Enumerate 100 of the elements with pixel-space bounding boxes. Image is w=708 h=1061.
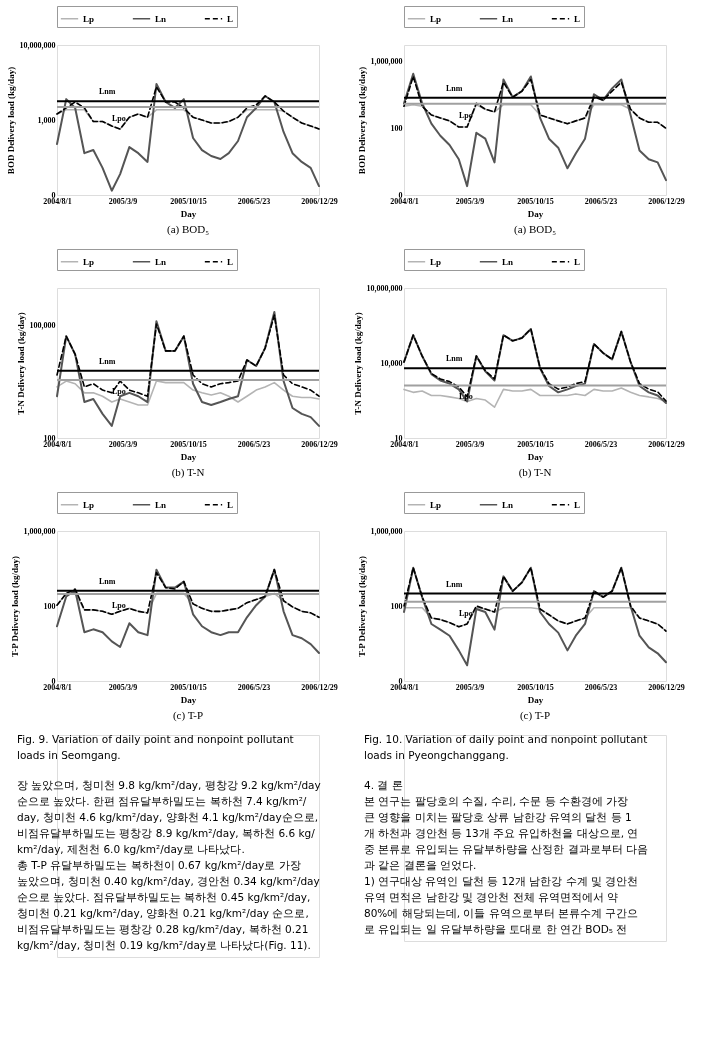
text: 80%에 해당되는데, 이들 유역으로부터 본류수계 구간으 <box>364 907 639 919</box>
x-tick-label: 2006/5/23 <box>237 196 271 206</box>
text: (a) BOD₅ <box>513 223 557 236</box>
ref-line-label: Lnm <box>445 354 463 364</box>
legend-label: Ln <box>502 499 514 510</box>
y-tick-label: 10,000,000 <box>19 40 56 50</box>
x-tick-label: 2005/3/9 <box>108 682 138 692</box>
line-series <box>56 83 320 192</box>
legend-label: L <box>227 256 234 267</box>
ref-line-label: Lpo <box>112 387 126 397</box>
legend-label: L <box>227 13 234 24</box>
line-series <box>56 568 320 655</box>
legend-label: Lp <box>430 499 442 510</box>
line-series <box>403 566 667 667</box>
legend-label: Ln <box>155 256 167 267</box>
x-axis-title: Day <box>527 694 544 705</box>
legend-label: L <box>574 13 581 24</box>
text: 개 하천과 경안천 등 13개 주요 유입하천을 대상으로, 연 <box>364 827 639 839</box>
legend-label: Lp <box>83 256 95 267</box>
text: 순으로 높았다. 점유달부하밀도는 복하천 0.45 kg/km²/day, <box>17 891 311 903</box>
x-tick-label: 2006/5/23 <box>584 682 618 692</box>
x-tick-label: 2006/5/23 <box>237 439 271 449</box>
text: 높았으며, 청미천 0.40 kg/km²/day, 경안천 0.34 kg/km²/day <box>17 875 320 887</box>
legend-label: L <box>574 499 581 510</box>
text: 청미천 0.21 kg/km²/day, 양화천 0.21 kg/km²/day 순으로, <box>17 907 309 919</box>
ref-line-label: Lpo <box>112 114 126 124</box>
text: (c) T-P <box>172 709 204 722</box>
line-series <box>403 566 667 632</box>
x-tick-label: 2005/3/9 <box>108 196 138 206</box>
x-tick-label: 2006/12/29 <box>648 196 685 206</box>
x-tick-label: 2006/5/23 <box>237 682 271 692</box>
x-tick-label: 2005/10/15 <box>170 682 207 692</box>
text: day, 청미천 4.6 kg/km²/day, 양화천 4.1 kg/km²/day순으로, <box>17 811 319 823</box>
x-tick-label: 2005/10/15 <box>517 196 554 206</box>
legend-label: Ln <box>155 499 167 510</box>
x-tick-label: 2006/12/29 <box>648 439 685 449</box>
y-tick-label: 10,000 <box>380 358 403 368</box>
text: (a) BOD₅ <box>166 223 210 236</box>
text: 1) 연구대상 유역인 달천 등 12개 남한강 수계 및 경안천 <box>364 875 639 887</box>
text: 총 T-P 유달부하밀도는 복하천이 0.67 kg/km²/day로 가장 <box>17 859 301 871</box>
legend-label: Lp <box>430 256 442 267</box>
legend-label: L <box>574 256 581 267</box>
ref-line-label: Lpo <box>112 601 126 611</box>
y-axis-title: T-P Delivery load (kg/day) <box>356 556 367 657</box>
text: 4. 결 론 <box>364 779 403 791</box>
x-tick-label: 2006/5/23 <box>584 196 618 206</box>
legend-label: Ln <box>502 13 514 24</box>
caption: Fig. 9. Variation of daily point and nonpoint pollutant loads in Seomgang. <box>17 733 294 761</box>
line-series <box>56 568 320 619</box>
text: 로 유입되는 일 유달부하량을 토대로 한 연간 BOD₅ 전 <box>364 923 628 935</box>
line-series <box>403 75 667 130</box>
line-series <box>56 380 320 406</box>
x-tick-label: 2006/12/29 <box>301 682 338 692</box>
x-tick-label: 2005/3/9 <box>455 439 485 449</box>
caption: Fig. 10. Variation of daily point and nonpoint pollutant loads in Pyeongchanggang. <box>364 733 648 761</box>
x-axis-title: Day <box>527 451 544 462</box>
ref-line-label: Lnm <box>445 83 463 93</box>
x-tick-label: 2006/12/29 <box>301 439 338 449</box>
text: kg/km²/day, 청미천 0.19 kg/km²/day로 나타났다(Fig. 11). <box>17 939 311 951</box>
y-axis-title: T-N Delivery load (kg/day) <box>15 312 26 415</box>
y-axis-title: T-P Delivery load (kg/day) <box>9 556 20 657</box>
text: (c) T-P <box>519 709 551 722</box>
y-axis-title: BOD Delivery load (kg/day) <box>5 66 16 175</box>
line-series <box>56 310 320 427</box>
legend-label: Ln <box>502 256 514 267</box>
legend-label: Lp <box>83 499 95 510</box>
text: 순으로 높았다. 한편 점유달부하밀도는 복하천 7.4 kg/km²/ <box>17 795 307 807</box>
y-tick-label: 100 <box>390 601 403 611</box>
line-series <box>56 86 320 130</box>
x-tick-label: 2006/5/23 <box>584 439 618 449</box>
x-tick-label: 2006/12/29 <box>301 196 338 206</box>
text: 유역 면적은 남한강 및 경안천 전체 유역면적에서 약 <box>364 891 619 903</box>
x-axis-title: Day <box>180 694 197 705</box>
x-tick-label: 2005/10/15 <box>170 439 207 449</box>
x-tick-label: 2005/10/15 <box>170 196 207 206</box>
legend-label: Lp <box>83 13 95 24</box>
ref-line-label: Lpo <box>459 608 473 618</box>
text: 비점유달부하밀도는 평창강 0.28 kg/km²/day, 복하천 0.21 <box>17 923 309 935</box>
text: 본 연구는 팔당호의 수질, 수리, 수문 등 수환경에 가장 <box>364 795 629 807</box>
y-tick-label: 100,000 <box>29 321 56 330</box>
ref-line-label: Lnm <box>98 87 116 97</box>
ref-line-label: Lnm <box>98 576 116 586</box>
y-tick-label: 100 <box>390 123 403 133</box>
x-axis-title: Day <box>180 208 197 219</box>
text: (b) T-N <box>518 466 552 479</box>
text: km²/day, 제천천 6.0 kg/km²/day로 나타났다. <box>17 843 245 855</box>
text: (b) T-N <box>171 466 205 479</box>
text: 과 같은 결론을 얻었다. <box>364 859 477 871</box>
y-tick-label: 10,000,000 <box>366 283 403 293</box>
x-tick-label: 2005/3/9 <box>455 682 485 692</box>
y-tick-label: 1,000,000 <box>370 526 403 536</box>
y-tick-label: 1,000,000 <box>370 57 403 67</box>
x-tick-label: 2005/10/15 <box>517 439 554 449</box>
line-series <box>56 314 320 398</box>
y-axis-title: BOD Delivery load (kg/day) <box>356 66 367 175</box>
text: 중 본류로 유입되는 유달부하량을 산정한 결과로부터 다음 <box>364 843 649 855</box>
y-tick-label: 100 <box>43 601 56 611</box>
legend-label: Ln <box>155 13 167 24</box>
y-axis-title: T-N Delivery load (kg/day) <box>352 312 363 415</box>
text: 비점유달부하밀도는 평창강 8.9 kg/km²/day, 복하천 6.6 kg/ <box>17 827 316 839</box>
